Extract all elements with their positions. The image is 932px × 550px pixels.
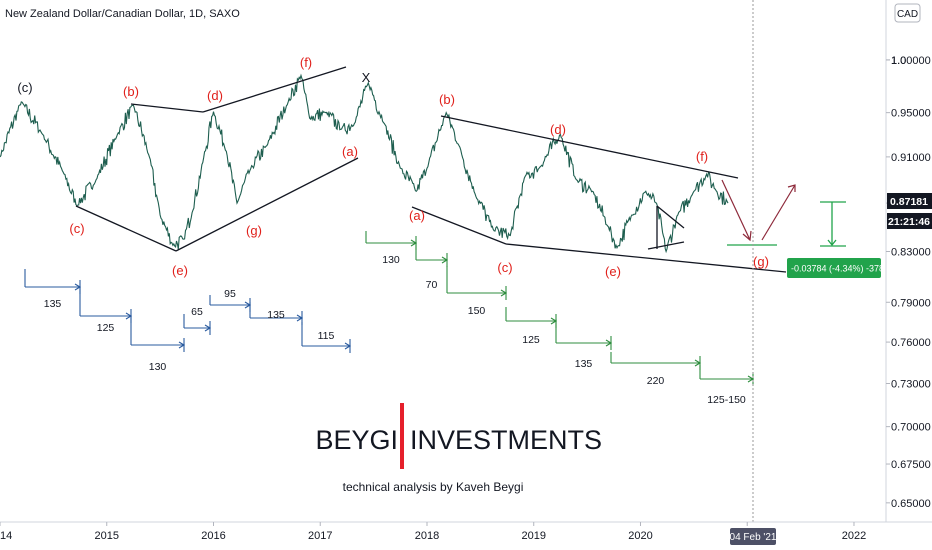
count-label: 125 bbox=[522, 334, 540, 346]
wave-label: (g) bbox=[246, 223, 262, 238]
count-arrowhead bbox=[441, 256, 449, 264]
price-tick-label: 0.91000 bbox=[891, 152, 931, 164]
wave-label: (e) bbox=[172, 263, 188, 278]
wave-label: (d) bbox=[550, 122, 566, 137]
wave-label: (b) bbox=[439, 92, 455, 107]
time-tick-label: 2022 bbox=[842, 530, 866, 542]
count-label: 125 bbox=[97, 322, 115, 334]
logo-left-word: BEYGI bbox=[315, 425, 398, 455]
count-arrowhead bbox=[500, 289, 508, 297]
time-tick-label: 2014 bbox=[0, 530, 12, 542]
price-tick-label: 0.67500 bbox=[891, 459, 931, 471]
measure-tool bbox=[727, 201, 846, 247]
time-tick-label: 2016 bbox=[201, 530, 225, 542]
price-tick-label: 0.79000 bbox=[891, 297, 931, 309]
trendline-d-f bbox=[202, 66, 347, 113]
current-price-tag bbox=[887, 193, 932, 209]
count-arrowhead bbox=[747, 375, 755, 383]
wave-labels: (c) (b) (d) (f) X (a) (c) (e) (g) (b) (d) (f) (a) (c)… bbox=[17, 55, 769, 279]
date-marker-tag bbox=[730, 528, 776, 545]
projection-up-line bbox=[761, 184, 796, 241]
triangle-lower-leg bbox=[647, 241, 685, 250]
price-tick-label: 0.83000 bbox=[891, 246, 931, 258]
price-tick-label: 0.65000 bbox=[891, 498, 931, 510]
chart-title: New Zealand Dollar/Canadian Dollar, 1D, … bbox=[5, 8, 240, 20]
triangle-upper-leg bbox=[656, 205, 685, 229]
time-count-brackets: 135 125 130 65 95 135 115 130 70 150 125 135 220 125-… bbox=[24, 231, 755, 406]
projection-arrows bbox=[721, 179, 796, 242]
wave-label: (f) bbox=[696, 149, 708, 164]
wave-label: (a) bbox=[342, 144, 358, 159]
logo: BEYGI INVESTMENTS technical analysis by … bbox=[315, 403, 602, 494]
date-marker-label: 04 Feb '21 bbox=[730, 532, 777, 543]
price-tick-label: 1.0 bbox=[891, 55, 906, 67]
count-arrowhead bbox=[605, 339, 613, 347]
price-tick-label: 0.70000 bbox=[891, 422, 931, 434]
price-axis-background bbox=[886, 0, 932, 522]
wave-label: (e) bbox=[605, 264, 621, 279]
currency-badge[interactable] bbox=[894, 3, 921, 23]
time-tick-label: 2018 bbox=[415, 530, 439, 542]
count-arrowhead bbox=[296, 314, 304, 322]
logo-tagline: technical analysis by Kaveh Beygi bbox=[343, 480, 524, 494]
count-arrowhead bbox=[694, 359, 702, 367]
trendline-b-d bbox=[130, 103, 204, 113]
price-series-line bbox=[0, 73, 729, 254]
price-tick-label: 0.73000 bbox=[891, 378, 931, 390]
wave-label: (c) bbox=[17, 80, 32, 95]
time-axis: 201420152016201720182019202020212022 bbox=[0, 522, 866, 542]
wave-label: (c) bbox=[69, 221, 84, 236]
measure-label-box bbox=[787, 258, 881, 278]
trendline-upper-channel bbox=[440, 115, 739, 179]
time-tick-label: 2017 bbox=[308, 530, 332, 542]
projection-down-line bbox=[721, 179, 751, 241]
wave-label: (b) bbox=[123, 84, 139, 99]
count-label: 130 bbox=[149, 361, 167, 373]
count-label: 150 bbox=[468, 305, 486, 317]
count-label: 220 bbox=[647, 375, 665, 387]
trendlines bbox=[75, 66, 787, 273]
count-arrowhead bbox=[204, 324, 212, 332]
projection-up-arrowhead bbox=[787, 184, 796, 192]
trendline-a-c-lower bbox=[411, 206, 507, 245]
wave-label: (f) bbox=[300, 55, 312, 70]
countdown-label: 21:21:46 bbox=[888, 216, 930, 228]
wave-label: (d) bbox=[207, 88, 223, 103]
wave-label: (a) bbox=[409, 208, 425, 223]
price-tick-label: 1.00000 bbox=[891, 55, 931, 67]
trendline-c-g bbox=[175, 157, 359, 252]
wave-label: (g) bbox=[753, 254, 769, 269]
price-tick-label: 0.76000 bbox=[891, 337, 931, 349]
countdown-tag bbox=[887, 213, 932, 229]
count-label: 125-150 bbox=[707, 394, 746, 406]
time-tick-label: 2019 bbox=[521, 530, 545, 542]
logo-right-word: INVESTMENTS bbox=[410, 425, 602, 455]
count-label: 135 bbox=[267, 309, 285, 321]
time-tick-label: 2020 bbox=[628, 530, 652, 542]
time-tick-label: 2015 bbox=[95, 530, 119, 542]
count-label: 70 bbox=[426, 279, 438, 291]
count-arrowhead bbox=[178, 341, 186, 349]
wave-label: (c) bbox=[497, 260, 512, 275]
count-label: 130 bbox=[382, 254, 400, 266]
count-label: 135 bbox=[44, 298, 62, 310]
current-price-label: 0.87181 bbox=[890, 196, 928, 208]
count-arrowhead bbox=[344, 342, 352, 350]
count-label: 135 bbox=[575, 358, 593, 370]
count-label: 65 bbox=[191, 306, 203, 318]
measure-arrowhead bbox=[827, 239, 837, 247]
currency-badge-label: CAD bbox=[897, 9, 918, 20]
count-label: 95 bbox=[224, 288, 236, 300]
projection-down-arrowhead bbox=[742, 230, 752, 242]
wave-label: X bbox=[362, 70, 371, 85]
measure-label: -0.03784 (-4.34%) -378.4 bbox=[791, 264, 892, 274]
count-label: 115 bbox=[318, 330, 335, 342]
logo-divider-bar bbox=[400, 403, 404, 469]
price-tick-label: 0.95000 bbox=[891, 108, 931, 120]
trendline-a-c bbox=[75, 205, 177, 252]
trendline-lower-channel bbox=[505, 243, 787, 273]
